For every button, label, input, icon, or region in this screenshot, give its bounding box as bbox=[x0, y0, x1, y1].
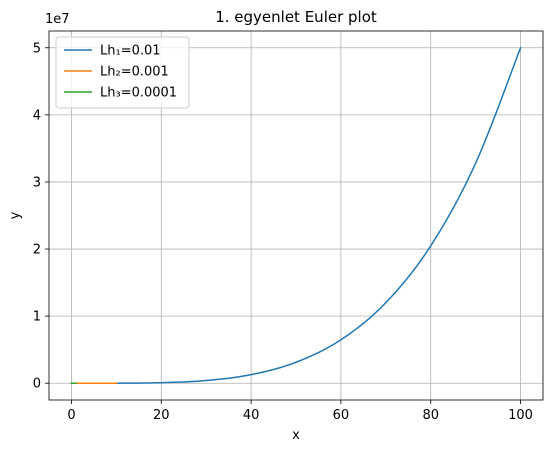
x-tick-label: 60 bbox=[333, 408, 350, 423]
series-line-1 bbox=[70, 46, 522, 384]
x-axis: 0 20 40 60 80 100 bbox=[67, 400, 533, 423]
y-tick-label: 2 bbox=[33, 243, 41, 258]
x-tick-label: 0 bbox=[67, 408, 75, 423]
series-layer bbox=[70, 46, 522, 384]
y-tick-label: 5 bbox=[33, 41, 41, 56]
y-axis-offset-label: 1e7 bbox=[45, 12, 70, 27]
axes-frame bbox=[48, 30, 544, 401]
y-axis-label: y bbox=[8, 211, 23, 219]
x-tick-label: 80 bbox=[422, 408, 439, 423]
legend-label-2: Lh₂=0.001 bbox=[100, 65, 169, 80]
legend-label-1: Lh₁=0.01 bbox=[100, 44, 161, 59]
legend: Lh₁=0.01 Lh₂=0.001 Lh₃=0.0001 bbox=[55, 36, 190, 109]
y-tick-label: 3 bbox=[33, 175, 41, 190]
y-tick-label: 0 bbox=[33, 377, 41, 392]
legend-label-3: Lh₃=0.0001 bbox=[100, 86, 177, 101]
grid bbox=[49, 31, 543, 400]
y-axis: 0 1 2 3 4 5 bbox=[33, 41, 49, 392]
y-tick-label: 4 bbox=[33, 108, 41, 123]
x-tick-label: 20 bbox=[153, 408, 170, 423]
legend-box bbox=[55, 36, 190, 109]
y-tick-label: 1 bbox=[33, 310, 41, 325]
x-tick-label: 40 bbox=[243, 408, 260, 423]
chart-title: 1. egyenlet Euler plot bbox=[215, 8, 377, 26]
x-tick-label: 100 bbox=[508, 408, 533, 423]
x-axis-label: x bbox=[292, 428, 300, 443]
